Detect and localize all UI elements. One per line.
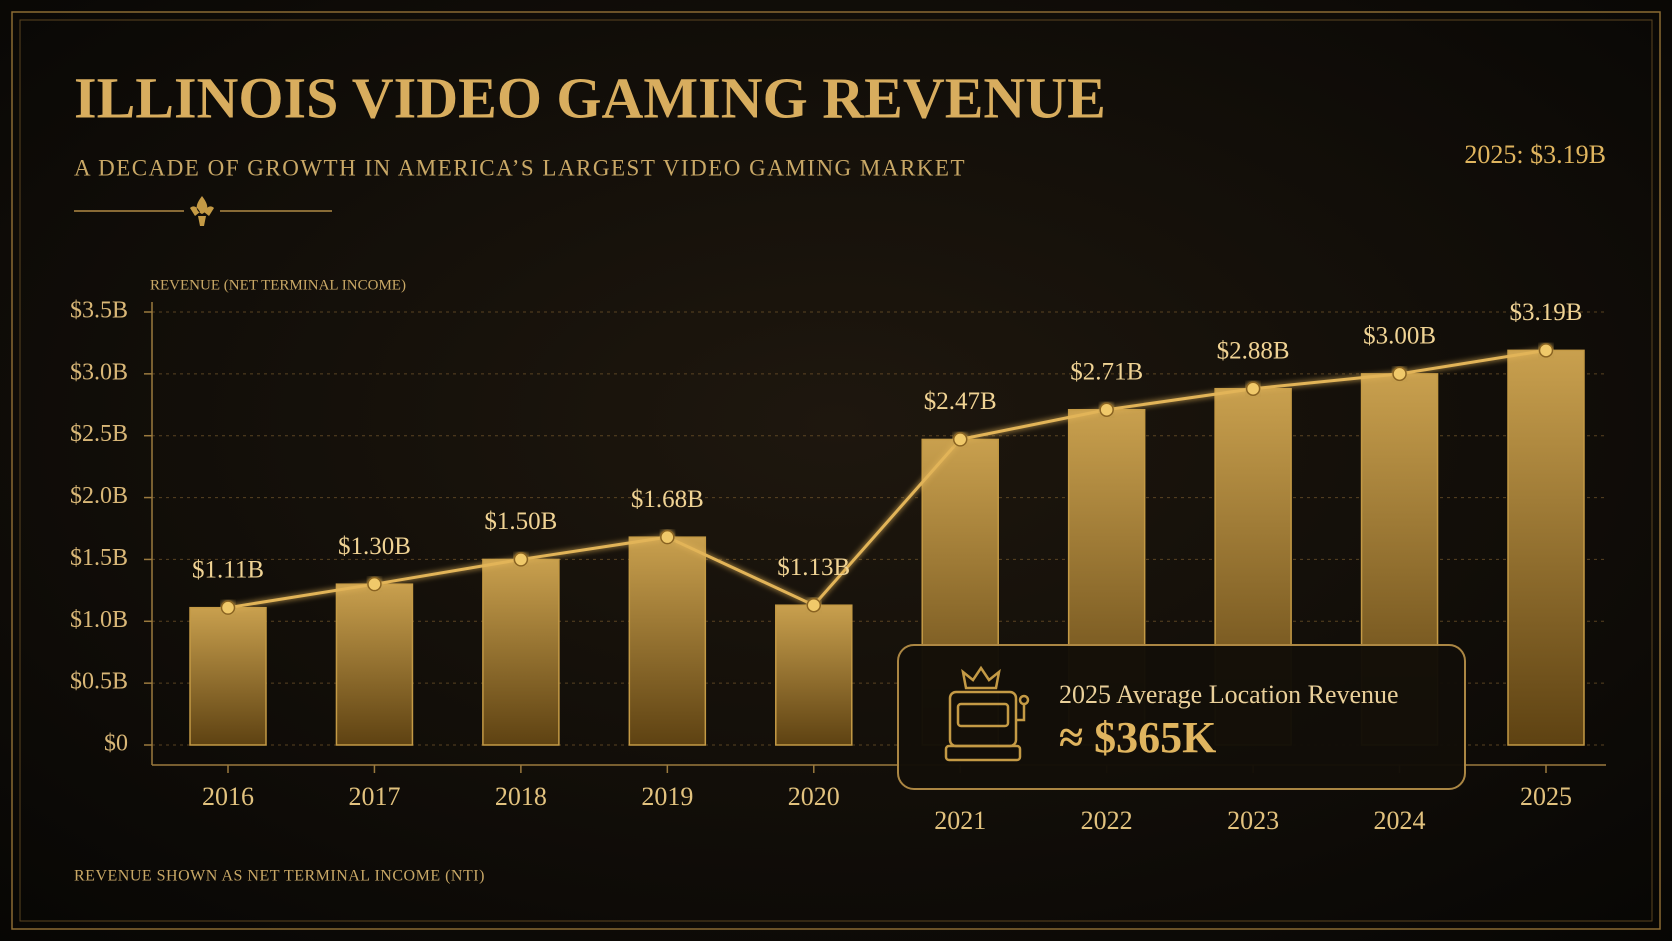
x-tick-label: 2019 [641,782,693,811]
x-tick-label: 2017 [348,782,400,811]
x-tick-label: 2024 [1374,806,1426,835]
point [806,597,822,613]
point [1245,381,1261,396]
value-label: $1.13B [777,554,850,581]
frame-outer [11,11,1661,930]
y-axis-label: REVENUE (NET TERMINAL INCOME) [150,277,406,293]
bar [775,604,853,746]
x-tick-label: 2020 [788,782,840,811]
value-label: $3.19B [1510,299,1583,326]
x-tick-label: 2023 [1227,806,1279,835]
frame-inner [19,19,1653,922]
y-tick-label: $1.5B [70,545,128,571]
x-tick-label: 2025 [1520,782,1572,811]
ornament [74,196,332,226]
y-tick-label: $0.5B [70,669,128,695]
y-tick-label: $2.0B [70,483,128,509]
value-label: $1.11B [192,556,264,583]
bar [189,606,267,746]
x-tick-label: 2022 [1081,806,1133,835]
value-label: $2.47B [924,388,997,415]
y-tick-label: $0 [104,731,128,757]
chart-title: ILLINOIS VIDEO GAMING REVENUE [74,65,1106,130]
value-label: $3.00B [1363,323,1436,350]
value-label: $1.68B [631,486,704,513]
y-tick-label: $3.5B [70,298,128,324]
callout-box [897,644,1466,790]
value-label: $2.71B [1070,358,1143,385]
y-tick-label: $2.5B [70,421,128,447]
value-label: $1.50B [484,508,557,535]
value-label: $1.30B [338,533,411,560]
chart-subtitle: A DECADE OF GROWTH IN AMERICA’S LARGEST … [74,155,966,180]
y-tick-label: $1.0B [70,607,128,633]
point [952,432,968,447]
slot-knob [1018,694,1030,706]
callout-value: ≈ $365K [1059,713,1216,762]
slot-icon [944,665,1030,762]
bar [628,536,707,746]
value-label: $2.88B [1217,337,1290,364]
point [367,576,382,592]
point [660,529,675,545]
x-tick-label: 2021 [934,806,986,835]
bar [335,583,414,746]
callout: 2025 Average Location Revenue ≈ $365K [897,644,1466,790]
annotation: 2025: $3.19B [1464,140,1606,169]
slot-lever [1016,704,1026,722]
trend-line [227,348,1547,610]
callout-title: 2025 Average Location Revenue [1059,680,1399,709]
point [1392,366,1407,382]
y-tick-label: $3.0B [70,359,128,385]
footnote: REVENUE SHOWN AS NET TERMINAL INCOME (NT… [74,868,485,885]
bar [482,558,560,746]
slot-base [944,744,1022,762]
point [1538,343,1554,358]
point [513,552,529,567]
bar [1507,349,1585,746]
x-tick-label: 2018 [495,782,547,811]
slot-crown [961,665,1001,690]
slot-window [956,702,1010,728]
x-tick-label: 2016 [202,782,254,811]
point [1099,402,1114,417]
point [220,600,236,615]
